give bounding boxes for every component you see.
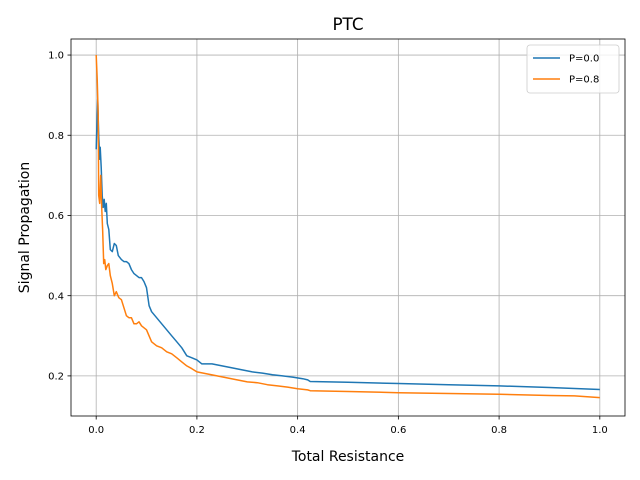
y-tick-label: 0.4 xyxy=(48,291,64,302)
y-tick-label: 0.6 xyxy=(48,211,64,222)
chart-title: PTC xyxy=(332,14,363,34)
x-tick-label: 0.4 xyxy=(290,425,306,436)
legend-label: P=0.8 xyxy=(569,75,599,86)
x-tick-label: 1.0 xyxy=(592,425,608,436)
series-line-p-0-8 xyxy=(95,54,600,399)
x-tick-label: 0.0 xyxy=(88,425,104,436)
plot-area-frame xyxy=(70,38,626,417)
legend-box xyxy=(526,44,620,94)
x-tick-label: 0.2 xyxy=(189,425,205,436)
axis-ticks: 0.0 0.2 0.4 0.6 0.8 1.0 0.2 0.4 0.6 0.8 1.0 xyxy=(48,51,608,436)
y-tick-label: 1.0 xyxy=(48,51,64,62)
x-tick-label: 0.8 xyxy=(491,425,507,436)
legend: P=0.0 P=0.8 xyxy=(526,44,620,94)
series-line-p-0-0 xyxy=(95,98,600,391)
x-axis-label: Total Resistance xyxy=(291,449,405,465)
x-tick-label: 0.6 xyxy=(390,425,406,436)
y-tick-label: 0.2 xyxy=(48,371,64,382)
y-tick-label: 0.8 xyxy=(48,131,64,142)
y-axis-label: Signal Propagation xyxy=(17,162,33,293)
series-lines xyxy=(95,54,600,399)
legend-label: P=0.0 xyxy=(569,54,599,65)
